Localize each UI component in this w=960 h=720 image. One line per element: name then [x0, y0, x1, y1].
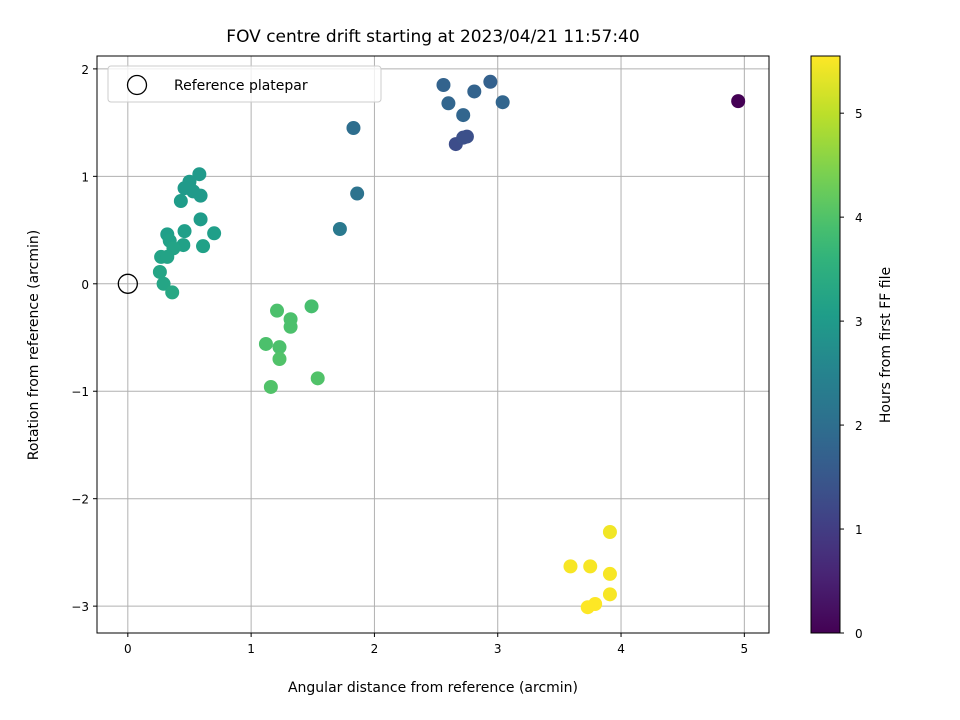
y-tick-label: −2: [71, 493, 89, 507]
data-point: [165, 285, 180, 300]
data-point: [310, 371, 325, 386]
grid: [97, 56, 769, 633]
x-axis-label: Angular distance from reference (arcmin): [288, 680, 578, 696]
data-point: [495, 95, 510, 110]
colorbar-tick-label: 3: [855, 315, 863, 329]
y-tick-label: −3: [71, 600, 89, 614]
y-tick-label: −1: [71, 385, 89, 399]
legend-box: [107, 65, 382, 103]
colorbar-ticks: 0 1 2 3 4 5: [840, 107, 863, 641]
data-point: [441, 96, 456, 111]
chart-title: FOV centre drift starting at 2023/04/21 …: [226, 27, 639, 47]
plot-frame: [96, 55, 770, 634]
data-point: [563, 559, 578, 574]
data-point: [602, 566, 617, 581]
x-tick-label: 0: [124, 642, 132, 656]
reference-point: [117, 273, 138, 294]
data-point: [160, 249, 175, 264]
x-tick-label: 4: [617, 642, 625, 656]
y-tick-label: 2: [81, 63, 89, 77]
data-point: [193, 188, 208, 203]
colorbar: 0 1 2 3 4 5 Hours from first FF file: [810, 55, 894, 641]
data-point: [467, 84, 482, 99]
colorbar-tick-label: 0: [855, 627, 863, 641]
data-point: [332, 221, 347, 236]
data-point: [196, 239, 211, 254]
data-point: [456, 108, 471, 123]
data-point: [283, 319, 298, 334]
data-point: [731, 94, 746, 109]
data-point: [436, 78, 451, 93]
data-point: [263, 379, 278, 394]
x-tick-label: 5: [741, 642, 749, 656]
y-axis-ticks: 2 1 0 −1 −2 −3: [71, 63, 97, 614]
data-point: [272, 352, 287, 367]
x-axis-ticks: 0 1 2 3 4 5: [124, 633, 748, 656]
x-tick-label: 1: [247, 642, 255, 656]
colorbar-gradient: [810, 55, 841, 634]
data-point: [346, 120, 361, 135]
data-point: [602, 524, 617, 539]
x-tick-label: 2: [371, 642, 379, 656]
data-point: [177, 224, 192, 239]
colorbar-tick-label: 2: [855, 419, 863, 433]
y-tick-label: 0: [81, 278, 89, 292]
data-point: [207, 226, 222, 241]
data-point: [258, 336, 273, 351]
data-point: [192, 167, 207, 182]
data-point: [272, 340, 287, 355]
data-point: [483, 74, 498, 89]
colorbar-label: Hours from first FF file: [878, 267, 894, 423]
legend-label: Reference platepar: [174, 78, 308, 94]
legend-reference-marker: [126, 74, 148, 96]
y-tick-label: 1: [81, 170, 89, 184]
data-point: [350, 186, 365, 201]
data-point: [602, 587, 617, 602]
data-point: [173, 194, 188, 209]
colorbar-tick-label: 4: [855, 211, 863, 225]
reference-marker: [117, 273, 138, 294]
data-points: [152, 74, 746, 615]
data-point: [304, 299, 319, 314]
colorbar-tick-label: 1: [855, 523, 863, 537]
data-point: [459, 129, 474, 144]
data-point: [193, 212, 208, 227]
colorbar-tick-label: 5: [855, 107, 863, 121]
x-tick-label: 3: [494, 642, 502, 656]
y-axis-label: Rotation from reference (arcmin): [26, 230, 42, 460]
data-point: [152, 264, 167, 279]
data-point: [156, 276, 171, 291]
data-point: [583, 559, 598, 574]
data-point: [580, 600, 595, 615]
data-point: [270, 303, 285, 318]
legend: Reference platepar: [107, 65, 382, 103]
